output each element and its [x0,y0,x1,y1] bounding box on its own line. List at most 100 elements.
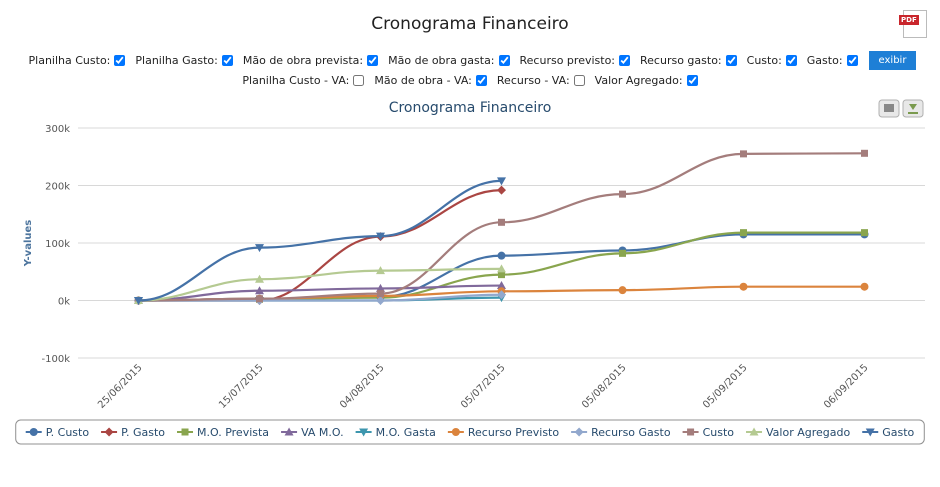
filter-item[interactable]: Recurso gasto: [640,54,737,67]
marker [574,427,584,437]
marker [376,296,385,305]
filter-item[interactable]: Valor Agregado: [595,74,698,87]
marker [619,249,626,257]
legend-item[interactable]: M.O. Gasta [355,426,436,439]
marker [865,428,875,437]
filter-label: Recurso - VA: [496,74,570,87]
filter-checkbox[interactable] [573,75,585,86]
filter-label: Mão de obra gasta: [388,54,495,67]
filter-item[interactable]: Mão de obra - VA: [374,74,487,87]
filter-label: Custo: [746,54,782,67]
legend: P. Custo P. Gasto M.O. Prevista VA M.O. M.O.… [15,419,925,445]
x-tick-label: 06/09/2015 [822,362,871,411]
legend-label: P. Custo [46,426,90,439]
legend-item[interactable]: P. Custo [25,426,90,439]
filter-item[interactable]: Mão de obra gasta: [388,54,510,67]
legend-label: P. Gasto [121,426,165,439]
filter-item[interactable]: Recurso - VA: [497,74,585,87]
marker [104,427,114,437]
marker [376,283,385,292]
filter-checkbox[interactable] [475,75,487,86]
filter-label: Recurso gasto: [640,54,722,67]
series-line [138,152,865,302]
filter-item[interactable]: Custo: [747,54,797,67]
marker [284,427,294,436]
pdf-button[interactable]: PDF [899,10,927,38]
series [134,177,506,305]
filter-row: Planilha Custo: Planilha Gasto: Mão de obr… [0,51,940,70]
x-tick-label: 15/07/2015 [217,362,266,411]
filter-row: Planilha Custo - VA: Mão de obra - VA: Rec… [0,74,940,87]
x-tick-label: 25/06/2015 [96,362,145,411]
marker [255,244,264,253]
marker [497,185,506,195]
filter-checkbox[interactable] [725,55,737,66]
x-tick-label: 05/08/2015 [580,362,629,411]
filter-item[interactable]: Mão de obra prevista: [242,54,379,67]
chart-title: Cronograma Financeiro [389,100,552,116]
marker [376,266,385,275]
filter-checkbox[interactable] [221,55,233,66]
filter-checkbox[interactable] [686,75,698,86]
filter-label: Planilha Custo - VA: [242,74,350,87]
x-tick-label: 05/09/2015 [701,362,750,411]
marker [497,290,506,300]
filter-checkbox[interactable] [619,55,631,66]
legend-item[interactable]: P. Gasto [101,426,165,439]
legend-item[interactable]: VA M.O. [281,426,344,439]
legend-label: M.O. Prevista [197,426,269,439]
filter-checkbox[interactable] [785,55,797,66]
page-title: Cronograma Financeiro [371,14,569,34]
y-tick-label: 100k [45,239,70,250]
series-line [138,179,502,302]
legend-item[interactable]: Recurso Gasto [571,426,671,439]
filter-item[interactable]: Gasto: [807,54,858,67]
marker [739,282,748,291]
marker [687,428,695,436]
filter-item[interactable]: Planilha Gasto: [135,54,233,67]
marker [255,274,264,283]
legend-label: VA M.O. [301,426,344,439]
marker [497,251,506,260]
series-line [138,267,502,302]
legend-box [15,419,925,445]
filter-checkbox[interactable] [846,55,858,66]
marker [376,232,385,241]
y-axis-title: Y-values [23,220,34,268]
legend-item[interactable]: Valor Agregado [746,426,850,439]
filter-item[interactable]: Recurso previsto: [520,54,631,67]
marker [497,281,506,290]
legend-item[interactable]: M.O. Prevista [177,426,269,439]
legend-item[interactable]: Recurso Previsto [447,426,560,439]
marker [618,286,627,295]
y-tick-label: 200k [45,182,70,193]
marker [29,428,38,436]
marker [740,150,747,158]
marker [181,428,189,436]
filter-checkbox[interactable] [114,55,126,66]
filter-checkbox[interactable] [367,55,379,66]
legend-item[interactable]: Gasto [862,426,915,439]
print-icon [884,104,894,112]
marker [451,428,460,436]
filter-label: Gasto: [806,54,843,67]
download-icon [908,104,918,114]
legend-item[interactable]: Custo [682,426,735,439]
marker [497,177,506,186]
filter-item[interactable]: Planilha Custo: [29,54,126,67]
marker [749,427,759,436]
marker [619,190,626,198]
filter-checkbox[interactable] [498,55,510,66]
filter-label: Mão de obra prevista: [242,54,364,67]
marker [134,297,143,305]
marker [498,271,505,279]
marker [256,295,263,303]
filter-checkbox[interactable] [353,75,365,86]
legend-label: Recurso Gasto [591,426,671,439]
submit-button[interactable]: exibir [868,51,917,70]
export-buttons[interactable] [878,99,924,118]
marker [498,218,505,226]
legend-label: Gasto [882,426,914,439]
filter-item[interactable]: Planilha Custo - VA: [242,74,365,87]
